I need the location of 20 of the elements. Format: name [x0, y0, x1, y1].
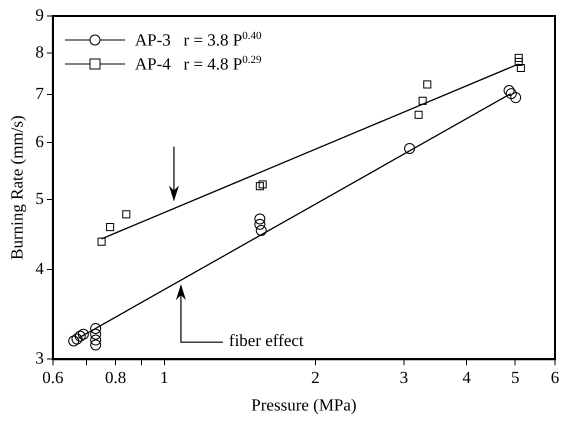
- y-tick-label: 6: [35, 132, 44, 152]
- y-tick-label: 7: [35, 84, 44, 103]
- y-tick-label: 4: [35, 258, 44, 278]
- x-tick-label: 1: [160, 368, 169, 387]
- legend-label: AP-3 r = 3.8 P$^{0.40}$: [134, 30, 262, 50]
- x-tick-label: 5: [510, 368, 520, 387]
- legend-label: AP-4 r = 4.8 P$^{0.29}$: [134, 54, 262, 74]
- y-tick-label: 9: [35, 5, 44, 24]
- y-tick-label: 3: [35, 348, 44, 368]
- x-tick-label: 4: [462, 368, 472, 387]
- x-tick-label: 2: [311, 368, 320, 387]
- x-tick-label: 6: [550, 368, 560, 387]
- y-axis-title: Burning Rate (mm/s): [8, 115, 27, 260]
- x-tick-label: 0.6: [42, 368, 64, 387]
- annotation: fiber effect: [228, 331, 304, 352]
- x-tick-label: 0.8: [105, 368, 126, 387]
- x-axis-title: Pressure (MPa): [251, 395, 357, 414]
- x-tick-label: 3: [400, 368, 408, 387]
- y-tick-label: 8: [35, 42, 44, 62]
- y-tick-label: 5: [35, 189, 44, 208]
